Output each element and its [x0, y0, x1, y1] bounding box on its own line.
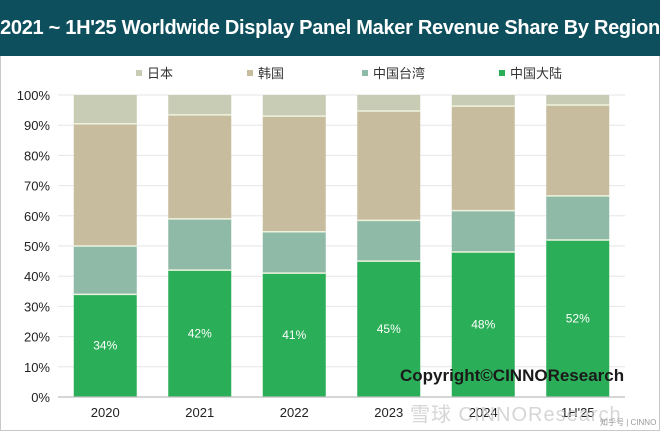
bar-segment	[451, 106, 515, 211]
bar-segment	[546, 104, 610, 196]
legend-item-mainland: 中国大陆	[499, 63, 562, 82]
legend-label-mainland: 中国大陆	[510, 66, 563, 81]
bar-segment	[357, 95, 421, 112]
legend-item-japan: 日本	[136, 63, 173, 82]
data-label: 41%	[282, 328, 306, 342]
bar-segment	[357, 111, 421, 221]
bar-segment	[168, 95, 232, 115]
data-label: 48%	[471, 318, 495, 332]
bar-segment	[451, 95, 515, 107]
bar-segment	[357, 261, 421, 397]
y-tick-label: 50%	[24, 239, 50, 254]
x-tick-label: 2021	[185, 405, 214, 420]
bar-segment	[168, 114, 232, 219]
y-tick-label: 40%	[24, 269, 50, 284]
bar-segment	[73, 123, 137, 246]
legend-item-korea: 韩国	[247, 63, 284, 82]
legend-label-korea: 韩国	[258, 66, 285, 81]
x-tick-label: 2020	[91, 405, 120, 420]
copyright-watermark: Copyright©CINNOResearch	[400, 366, 625, 385]
legend-swatch-mainland	[499, 69, 505, 76]
bar-segment	[262, 231, 326, 274]
y-tick-label: 20%	[24, 330, 50, 345]
legend-label-taiwan: 中国台湾	[373, 66, 426, 81]
bar-segment	[451, 210, 515, 253]
bar-segment	[546, 95, 610, 105]
x-tick-label: 2022	[280, 405, 309, 420]
legend-item-taiwan: 中国台湾	[362, 63, 425, 82]
y-tick-label: 100%	[17, 88, 51, 103]
bars	[73, 95, 610, 397]
chart-title: 2021 ~ 1H'25 Worldwide Display Panel Mak…	[0, 17, 660, 39]
bar-segment	[73, 294, 137, 397]
bar-segment	[168, 218, 232, 271]
bar-segment	[168, 270, 232, 397]
bar-segment	[451, 252, 515, 397]
xueqiu-watermark: 雪球 CINNOResearch	[410, 404, 622, 426]
gridlines	[58, 94, 625, 368]
x-tick-label: 1H'25	[561, 405, 595, 420]
bar-segment	[262, 273, 326, 397]
data-label: 34%	[93, 339, 117, 353]
legend-swatch-korea	[247, 69, 253, 76]
bar-segment	[546, 239, 610, 397]
legend-swatch-japan	[136, 69, 142, 76]
data-label: 52%	[566, 311, 590, 325]
bar-segment	[73, 95, 137, 124]
y-tick-label: 30%	[24, 299, 50, 314]
y-tick-label: 60%	[24, 209, 50, 224]
y-tick-label: 80%	[24, 148, 50, 163]
bar-segment	[546, 195, 610, 240]
y-tick-label: 0%	[31, 390, 50, 405]
y-axis: 0% 10% 20% 30% 40% 50% 60% 70% 80% 90% 100%	[17, 88, 625, 405]
x-tick-label: 2023	[374, 405, 403, 420]
legend: 日本 韩国 中国台湾 中国大陆	[0, 63, 660, 83]
x-tick-label: 2024	[469, 405, 498, 420]
y-tick-label: 10%	[24, 360, 50, 375]
title-banner: 2021 ~ 1H'25 Worldwide Display Panel Mak…	[0, 0, 660, 56]
corner-watermark: 知乎号 | CINNO	[600, 418, 657, 427]
bar-segment	[262, 95, 326, 117]
x-axis: 2020 2021 2022 2023 2024 1H'25	[91, 405, 595, 420]
legend-swatch-taiwan	[362, 69, 368, 76]
data-labels: 34% 42% 41% 45% 48% 52%	[93, 311, 590, 352]
legend-label-japan: 日本	[147, 66, 174, 81]
bar-segment	[73, 246, 137, 295]
y-tick-label: 70%	[24, 179, 50, 194]
data-label: 42%	[188, 327, 212, 341]
data-label: 45%	[377, 322, 401, 336]
y-tick-label: 90%	[24, 118, 50, 133]
bar-segment	[357, 220, 421, 262]
bar-segment	[262, 116, 326, 232]
